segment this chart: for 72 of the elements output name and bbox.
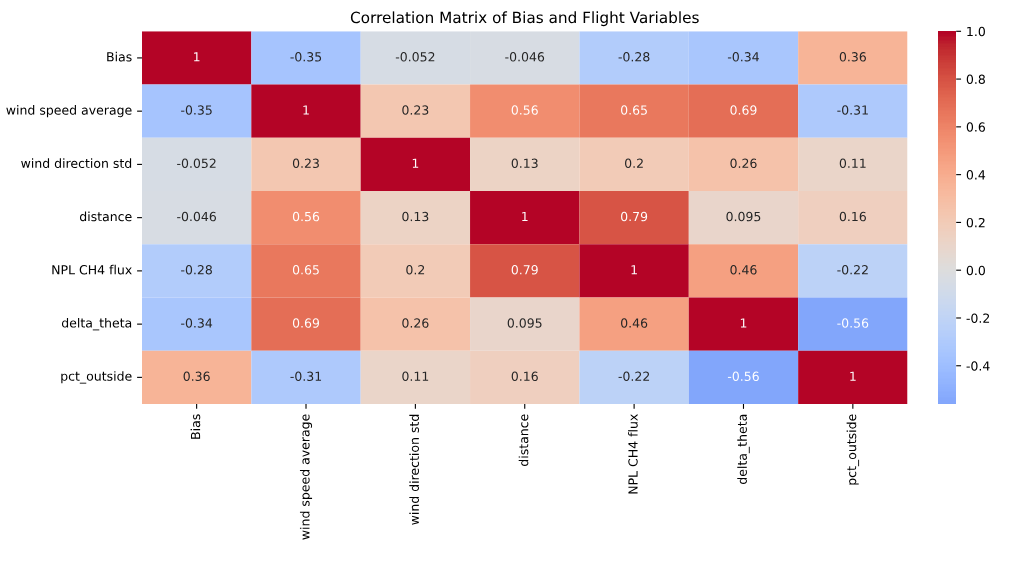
data-label: 0.13 xyxy=(402,211,429,222)
data-label: -0.34 xyxy=(727,52,759,62)
data-label: -0.56 xyxy=(727,371,759,381)
data-label: -0.22 xyxy=(837,265,868,275)
data-label: 0.2 xyxy=(625,158,643,169)
data-label: 0.2 xyxy=(406,265,425,275)
color-bar-label: 0.6 xyxy=(966,122,986,132)
data-label: 0.11 xyxy=(839,158,866,169)
data-label: 0.56 xyxy=(292,211,320,222)
color-bar-label: 0.0 xyxy=(966,265,985,276)
y-tick-label: delta_theta xyxy=(61,317,132,331)
data-label: 0.26 xyxy=(730,158,757,169)
color-bar-label: 1.0 xyxy=(967,26,985,37)
x-tick-label: wind speed average xyxy=(299,414,313,540)
color-bar-label: -0.2 xyxy=(966,313,990,323)
data-label: 1 xyxy=(850,371,856,381)
data-label: 0.36 xyxy=(183,371,210,381)
data-label: 0.23 xyxy=(402,105,429,115)
y-tick-label: distance xyxy=(79,211,132,222)
data-label: 1 xyxy=(522,211,528,222)
data-label: -0.28 xyxy=(181,265,212,275)
y-tick-label: pct_outside xyxy=(61,371,132,384)
data-label: 0.13 xyxy=(511,158,538,169)
data-label: 0.65 xyxy=(621,105,647,115)
x-tick-label: distance xyxy=(518,414,529,466)
y-tick-label: Bias xyxy=(107,51,132,62)
y-tick-label: wind direction std xyxy=(21,158,132,169)
color-bar-label: 0.8 xyxy=(966,74,985,84)
data-label: 0.69 xyxy=(730,105,757,115)
data-label: 0.095 xyxy=(726,211,761,222)
data-label: 0.16 xyxy=(839,211,866,222)
data-label: 0.36 xyxy=(839,52,866,62)
data-label: 0.095 xyxy=(507,318,542,328)
x-tick-label: Bias xyxy=(190,414,201,439)
data-label: -0.22 xyxy=(618,371,650,381)
data-label: 0.11 xyxy=(402,371,429,381)
y-tick-label: NPL CH4 flux xyxy=(52,264,132,275)
data-label: -0.56 xyxy=(837,318,869,328)
x-tick-label: delta_theta xyxy=(737,414,750,485)
data-label: -0.31 xyxy=(290,371,322,381)
data-label: 0.79 xyxy=(511,265,538,275)
x-tick-label: NPL CH4 flux xyxy=(628,414,638,494)
chart-title: Correlation Matrix of Bias and Flight Variables xyxy=(350,11,699,27)
data-label: -0.35 xyxy=(290,52,322,62)
data-label: 0.46 xyxy=(730,265,757,275)
data-label: 0.23 xyxy=(292,158,319,169)
color-bar-label: -0.4 xyxy=(966,361,990,371)
data-label: -0.35 xyxy=(181,105,212,115)
data-label: 1 xyxy=(303,105,309,115)
data-label: 0.69 xyxy=(292,318,320,328)
data-label: 1 xyxy=(740,318,747,328)
data-label: 0.79 xyxy=(621,211,648,222)
color-bar-label: 0.2 xyxy=(966,217,985,228)
x-tick-label: pct_outside xyxy=(846,414,860,485)
data-label: 0.65 xyxy=(292,265,319,275)
data-label: -0.046 xyxy=(505,52,545,62)
color-bar-label: 0.4 xyxy=(966,170,986,180)
data-label: -0.052 xyxy=(177,158,216,169)
y-tick-label: wind speed average xyxy=(6,105,132,118)
data-label: -0.052 xyxy=(395,52,435,62)
data-label: 1 xyxy=(631,265,637,275)
data-label: 0.16 xyxy=(511,371,538,381)
data-label: -0.34 xyxy=(181,318,213,328)
data-label: -0.31 xyxy=(837,105,868,115)
data-label: 0.46 xyxy=(621,318,648,328)
data-label: -0.046 xyxy=(177,211,216,222)
data-label: 0.26 xyxy=(402,318,429,328)
data-label: -0.28 xyxy=(618,52,650,62)
data-label: 1 xyxy=(194,52,200,62)
x-tick-label: wind direction std xyxy=(409,414,419,525)
data-label: 1 xyxy=(412,158,419,168)
data-label: 0.56 xyxy=(511,105,538,115)
